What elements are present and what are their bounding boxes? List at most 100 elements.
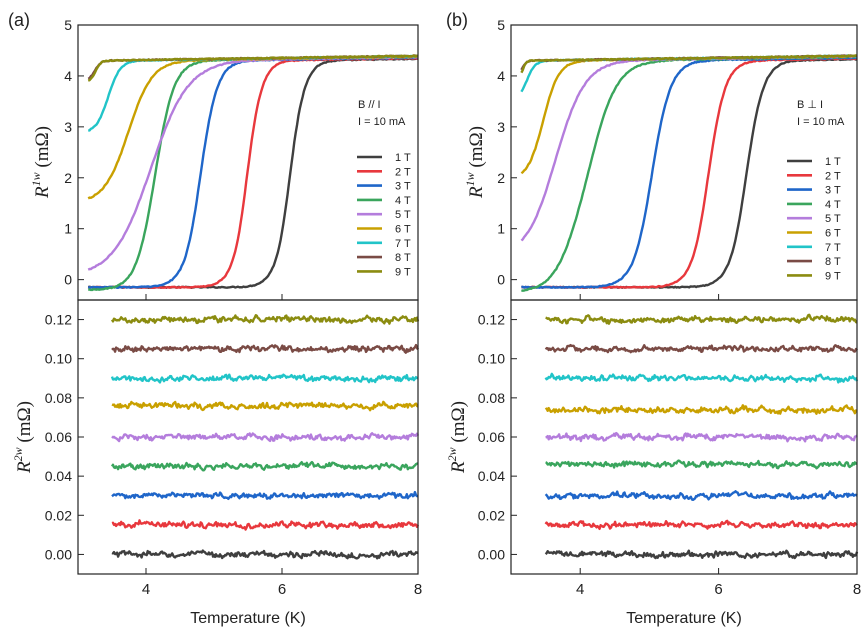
y-tick-label: 0.08	[478, 390, 505, 406]
legend-entry: 6 T	[825, 228, 841, 240]
series-line-7t	[544, 372, 859, 384]
y-tick-label: 5	[497, 17, 505, 33]
ylabel-superscript: 1w	[463, 172, 477, 186]
series-line-2t	[87, 56, 419, 289]
series-line-5t	[87, 55, 419, 271]
panel-a-r2w-plot: 0.00 0.02 0.04 0.06 0.08 0.10 0.12 4 6 8 R2w (mΩ)…	[11, 299, 422, 627]
panel-a-r1w-plot: 0 1 2 3 4 5 B // I I = 10 mA 1 T 2 T 3 T 4 T 5 T 6…	[29, 17, 419, 301]
ylabel-symbol: R	[32, 186, 53, 199]
series-line-6t	[111, 400, 419, 412]
series-line-4t	[520, 55, 858, 292]
series-line-6t	[520, 54, 858, 175]
legend-entry: 7 T	[825, 242, 841, 254]
ylabel-superscript: 2w	[11, 447, 25, 461]
series-line-2t	[521, 57, 858, 289]
series-line-6t	[544, 404, 858, 415]
y-tick-label: 0.00	[478, 546, 505, 562]
legend-entry: 6 T	[395, 224, 411, 236]
y-tick-label: 3	[64, 119, 72, 135]
ylabel-unit: (mΩ)	[466, 126, 487, 172]
y-tick-label: 2	[64, 170, 72, 186]
legend-entry: 5 T	[395, 209, 411, 221]
legend-entry: 4 T	[395, 195, 411, 207]
x-tick-label: 4	[576, 581, 584, 598]
panel-a-annotation-field: B // I	[358, 99, 381, 111]
panel-label-a: (a)	[8, 10, 30, 30]
y-tick-label: 0.12	[45, 312, 72, 328]
x-tick-label: 6	[714, 581, 722, 598]
legend-entry: 5 T	[825, 213, 841, 225]
ylabel-symbol: R	[448, 461, 469, 474]
panel-b-r1w-plot: 0 1 2 3 4 5 B ⊥ I I = 10 mA 1 T 2 T 3 T 4 T 5 T 6 …	[463, 17, 858, 301]
ylabel-unit: (mΩ)	[14, 401, 35, 447]
y-tick-label: 0.12	[478, 312, 505, 328]
series-line-2t	[544, 519, 858, 530]
ylabel-unit: (mΩ)	[32, 126, 53, 172]
panel-b-r2w-plot: 0.00 0.02 0.04 0.06 0.08 0.10 0.12 4 6 8 R2w (mΩ)…	[445, 299, 861, 627]
ylabel-superscript: 2w	[445, 447, 459, 461]
series-line-9t	[545, 313, 858, 325]
y-tick-label: 3	[497, 119, 505, 135]
y-tick-label: 0	[64, 272, 72, 288]
panel-b-annotation-field: B ⊥ I	[797, 99, 823, 111]
panel-a-annotation-current: I = 10 mA	[358, 116, 406, 128]
legend-entry: 9 T	[825, 270, 841, 282]
series-line-4t	[110, 460, 419, 472]
x-tick-label: 6	[278, 581, 286, 598]
series-line-1t	[521, 57, 858, 289]
panel-label-b: (b)	[446, 10, 468, 30]
legend-entry: 2 T	[395, 166, 411, 178]
series-line-2t	[111, 519, 420, 531]
ylabel-symbol: R	[466, 186, 487, 199]
series-line-3t	[111, 490, 419, 500]
ylabel-unit: (mΩ)	[448, 401, 469, 447]
x-tick-label: 8	[414, 581, 422, 598]
panel-a-xlabel: Temperature (K)	[190, 610, 306, 627]
y-tick-label: 0.06	[478, 429, 505, 445]
y-tick-label: 1	[497, 221, 505, 237]
legend-entry: 2 T	[825, 170, 841, 182]
series-line-9t	[87, 54, 419, 82]
legend-entry: 1 T	[825, 156, 841, 168]
series-line-4t	[545, 459, 858, 470]
panel-b-top-ylabel: R1w (mΩ)	[463, 126, 487, 199]
series-line-1t	[544, 549, 859, 560]
series-line-3t	[544, 490, 858, 501]
panel-b-bottom-ylabel: R2w (mΩ)	[445, 401, 469, 474]
legend-entry: 4 T	[825, 199, 841, 211]
series-line-3t	[521, 56, 858, 289]
y-tick-label: 4	[64, 68, 72, 84]
y-tick-label: 0.06	[45, 429, 72, 445]
ylabel-superscript: 1w	[29, 172, 43, 186]
ylabel-symbol: R	[14, 461, 35, 474]
panel-b-annotation-current: I = 10 mA	[797, 116, 845, 128]
legend-entry: 8 T	[825, 256, 841, 268]
legend-entry: 8 T	[395, 252, 411, 264]
panel-a-top-ylabel: R1w (mΩ)	[29, 126, 53, 199]
legend-entry: 3 T	[395, 181, 411, 193]
y-tick-label: 5	[64, 17, 72, 33]
series-line-7t	[110, 373, 419, 384]
series-line-8t	[111, 343, 419, 354]
y-tick-label: 0	[497, 272, 505, 288]
series-line-9t	[520, 54, 858, 74]
y-tick-label: 4	[497, 68, 505, 84]
series-line-1t	[87, 57, 419, 289]
x-tick-label: 8	[853, 581, 861, 598]
panel-b-xlabel: Temperature (K)	[626, 610, 742, 627]
series-line-5t	[111, 432, 420, 443]
series-line-9t	[110, 314, 420, 325]
y-tick-label: 0.04	[45, 468, 72, 484]
panel-a-bottom-ylabel: R2w (mΩ)	[11, 401, 35, 474]
series-line-4t	[88, 55, 419, 292]
y-tick-label: 0.02	[45, 507, 72, 523]
y-tick-label: 2	[497, 170, 505, 186]
legend-entry: 3 T	[825, 185, 841, 197]
series-line-5t	[520, 55, 858, 242]
series-line-8t	[544, 343, 858, 354]
x-tick-label: 4	[142, 581, 150, 598]
y-tick-label: 0.02	[478, 507, 505, 523]
y-tick-label: 1	[64, 221, 72, 237]
series-line-5t	[545, 431, 858, 443]
series-line-1t	[111, 549, 419, 560]
